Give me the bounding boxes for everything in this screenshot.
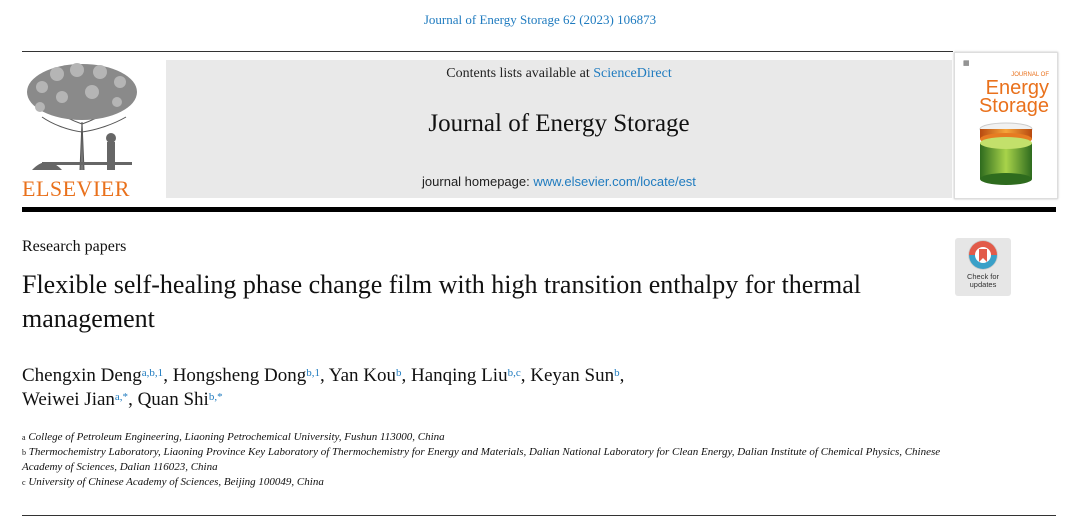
header-thick-divider bbox=[22, 207, 1056, 212]
crossmark-label-line1: Check for bbox=[966, 272, 1000, 281]
author-affiliation-marks[interactable]: a,* bbox=[114, 391, 129, 403]
crossmark-label: Check for updates bbox=[955, 273, 1011, 289]
author-name: Chengxin Deng bbox=[22, 365, 142, 386]
bottom-divider bbox=[22, 515, 1056, 516]
homepage-link[interactable]: www.elsevier.com/locate/est bbox=[533, 174, 696, 189]
cover-title: JOURNAL OF Energy Storage bbox=[978, 71, 1049, 117]
cover-battery-art-icon bbox=[979, 122, 1033, 185]
author[interactable]: Keyan Sunb bbox=[530, 365, 619, 386]
sciencedirect-link[interactable]: ScienceDirect bbox=[593, 66, 672, 81]
top-divider bbox=[22, 51, 953, 52]
author-separator: , bbox=[128, 389, 138, 410]
elsevier-wordmark: ELSEVIER bbox=[22, 176, 130, 201]
check-for-updates-button[interactable]: Check for updates bbox=[955, 238, 1011, 296]
journal-header-box: Contents lists available at ScienceDirec… bbox=[166, 60, 952, 198]
affiliation-text: College of Petroleum Engineering, Liaoni… bbox=[28, 431, 445, 443]
author-name: Yan Kou bbox=[328, 365, 396, 386]
author[interactable]: Chengxin Denga,b,1 bbox=[22, 365, 163, 386]
author-name: Hongsheng Dong bbox=[172, 365, 307, 386]
affiliation-key: c bbox=[22, 478, 26, 487]
contents-prefix: Contents lists available at bbox=[446, 66, 594, 81]
affiliation-text: University of Chinese Academy of Science… bbox=[28, 476, 324, 488]
author[interactable]: Hanqing Liub,c bbox=[411, 365, 521, 386]
author-affiliation-marks[interactable]: b bbox=[396, 367, 402, 379]
contents-line: Contents lists available at ScienceDirec… bbox=[166, 66, 952, 82]
author-affiliation-marks[interactable]: b bbox=[614, 367, 620, 379]
author-affiliation-marks[interactable]: b,* bbox=[208, 391, 223, 403]
article-title: Flexible self-healing phase change film … bbox=[22, 270, 861, 333]
cover-title-line1: Energy bbox=[985, 77, 1049, 99]
author-affiliation-marks[interactable]: b,c bbox=[507, 367, 521, 379]
author[interactable]: Weiwei Jiana,* bbox=[22, 389, 128, 410]
affiliation-list: a College of Petroleum Engineering, Liao… bbox=[22, 430, 942, 490]
author[interactable]: Hongsheng Dongb,1 bbox=[173, 365, 320, 386]
cover-title-line2: Storage bbox=[978, 95, 1049, 117]
author[interactable]: Yan Koub bbox=[329, 365, 402, 386]
author-separator: , bbox=[163, 365, 173, 386]
author[interactable]: Quan Shib,* bbox=[138, 389, 223, 410]
affiliation-item: a College of Petroleum Engineering, Liao… bbox=[22, 430, 942, 445]
journal-cover-thumbnail[interactable]: ▦ JOURNAL OF Energy Storage bbox=[954, 52, 1058, 199]
affiliation-text: Thermochemistry Laboratory, Liaoning Pro… bbox=[22, 446, 941, 473]
article-section-label: Research papers bbox=[22, 238, 127, 255]
cover-small-label: JOURNAL OF bbox=[1011, 72, 1049, 78]
author-list: Chengxin Denga,b,1, Hongsheng Dongb,1, Y… bbox=[22, 364, 922, 412]
journal-title: Journal of Energy Storage bbox=[428, 110, 690, 137]
elsevier-tree-icon bbox=[27, 63, 137, 171]
author-separator: , bbox=[319, 365, 329, 386]
author-name: Keyan Sun bbox=[530, 365, 615, 386]
journal-reference-link[interactable]: Journal of Energy Storage 62 (2023) 1068… bbox=[423, 12, 657, 27]
homepage-prefix: journal homepage: bbox=[422, 174, 534, 189]
cover-publisher-mark: ▦ bbox=[963, 60, 970, 67]
author-affiliation-marks[interactable]: b,1 bbox=[306, 367, 320, 379]
author-separator: , bbox=[520, 365, 531, 386]
author-affiliation-marks[interactable]: a,b,1 bbox=[141, 367, 164, 379]
crossmark-icon bbox=[968, 240, 998, 270]
author-name: Weiwei Jian bbox=[22, 389, 115, 410]
homepage-line: journal homepage: www.elsevier.com/locat… bbox=[166, 174, 952, 189]
author-separator: , bbox=[401, 365, 411, 386]
author-name: Quan Shi bbox=[137, 389, 209, 410]
elsevier-logo[interactable] bbox=[22, 62, 162, 198]
crossmark-label-line2: updates bbox=[969, 280, 997, 289]
affiliation-item: c University of Chinese Academy of Scien… bbox=[22, 475, 942, 490]
affiliation-key: a bbox=[22, 433, 26, 442]
affiliation-item: b Thermochemistry Laboratory, Liaoning P… bbox=[22, 445, 942, 475]
author-name: Hanqing Liu bbox=[411, 365, 508, 386]
author-separator: , bbox=[619, 365, 625, 386]
affiliation-key: b bbox=[22, 448, 26, 457]
